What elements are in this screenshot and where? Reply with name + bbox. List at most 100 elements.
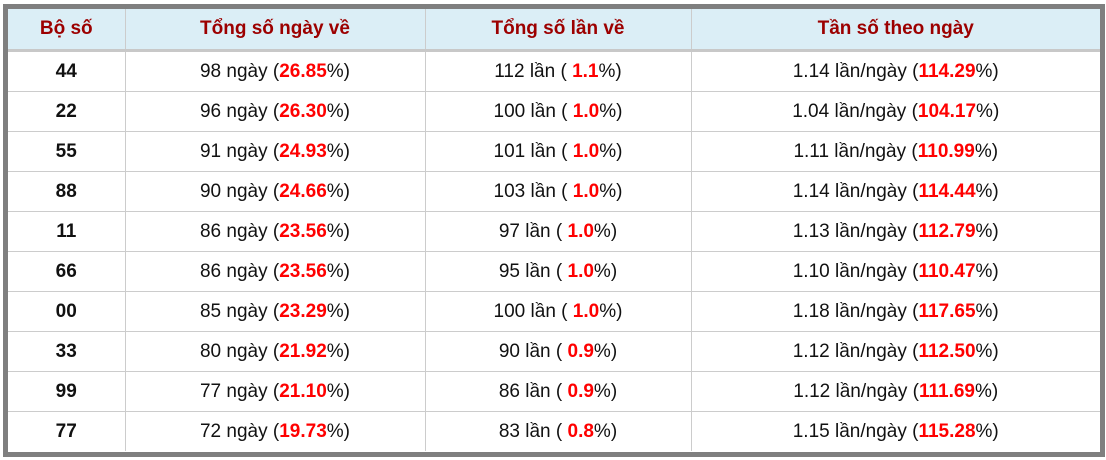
table-row: 00 85 ngày (23.29%) 100 lần ( 1.0%) 1.18 lầ… (8, 291, 1100, 332)
bo-so-cell: 66 (8, 251, 126, 292)
tan-so-percent: 114.29 (918, 60, 976, 82)
lan-count: 100 (493, 100, 526, 122)
tan-so-cell: 1.15 lần/ngày (115.28%) (792, 420, 999, 442)
lan-ve-cell: 95 lần ( 1.0%) (425, 251, 692, 292)
tan-so-value: 1.13 (792, 220, 830, 242)
ngay-ve-cell: 86 ngày (23.56%) (125, 251, 426, 292)
table-row: 55 91 ngày (24.93%) 101 lần ( 1.0%) 1.11 lầ… (8, 131, 1100, 172)
lan-ve-cell: 97 lần ( 1.0%) (425, 211, 692, 252)
lan-percent: 1.0 (567, 220, 594, 242)
lan-ve-cell: 100 lần ( 1.0%) (425, 91, 692, 132)
lan-percent: 1.0 (572, 100, 600, 122)
ngay-ve-cell: 80 ngày (21.92%) (125, 331, 426, 372)
tan-so-value: 1.18 (792, 300, 830, 322)
ngay-count: 98 (199, 60, 222, 82)
lan-percent: 0.9 (567, 340, 594, 362)
lan-ve-cell: 112 lần ( 1.1%) (425, 50, 692, 92)
ngay-percent: 24.66 (279, 180, 327, 202)
ngay-percent: 21.92 (279, 340, 327, 362)
lan-count: 83 (498, 420, 520, 442)
ngay-count: 80 (199, 340, 222, 362)
tan-so-cell: 1.12 lần/ngày (112.50%) (691, 331, 1100, 372)
ngay-count: 96 (199, 100, 222, 122)
ngay-percent: 26.85 (279, 60, 327, 82)
tan-so-cell: 1.10 lần/ngày (110.47%) (691, 251, 1100, 292)
bo-so-cell: 88 (8, 171, 126, 212)
tan-so-percent: 111.69 (918, 380, 975, 402)
bo-so-cell: 33 (8, 331, 126, 372)
ngay-percent: 23.29 (279, 300, 327, 322)
lan-count: 112 (494, 60, 525, 82)
ngay-ve-cell: 86 ngày (23.56%) (125, 211, 426, 252)
tan-so-cell: 1.14 lần/ngày (114.29%) (691, 50, 1100, 92)
tan-so-value: 1.12 (792, 340, 830, 362)
header-tong-so-ngay-ve: Tổng số ngày về (125, 9, 426, 52)
ngay-ve-cell: 77 ngày (21.10%) (125, 371, 426, 412)
tan-so-cell: 1.04 lần/ngày (104.17%) (691, 91, 1100, 132)
lan-count: 97 (498, 220, 520, 242)
tan-so-percent: 117.65 (918, 300, 976, 322)
lan-ve-cell: 101 lần ( 1.0%) (425, 131, 692, 172)
tan-so-value: 1.12 (793, 380, 831, 402)
ngay-ve-cell: 85 ngày (23.29%) (125, 291, 426, 332)
lan-count: 101 (493, 140, 526, 162)
tan-so-cell: 1.14 lần/ngày (114.44%) (691, 171, 1100, 212)
table-row: 66 86 ngày (23.56%) 95 lần ( 1.0%) 1.10 lần… (8, 251, 1100, 292)
table-row: 77 72 ngày (19.73%) 83 lần ( 0.8%) 1.15 lần… (8, 411, 1100, 451)
lan-count: 86 (498, 380, 520, 402)
lan-percent: 1.1 (572, 60, 599, 82)
tan-so-cell: 1.12 lần/ngày (111.69%) (691, 371, 1100, 412)
ngay-ve-cell: 96 ngày (26.30%) (125, 91, 426, 132)
lan-percent: 1.0 (572, 180, 600, 202)
tan-so-percent: 114.44 (918, 180, 976, 202)
ngay-percent: 26.30 (279, 100, 327, 122)
tan-so-percent: 112.50 (918, 340, 976, 362)
ngay-percent: 23.56 (279, 220, 327, 242)
ngay-ve-cell: 98 ngày (26.85%) (125, 50, 426, 92)
bo-so-cell: 11 (8, 211, 126, 252)
table-row: 88 90 ngày (24.66%) 103 lần ( 1.0%) 1.14 lầ… (8, 171, 1100, 212)
header-row: Bộ số Tổng số ngày về Tổng số lần về Tần… (8, 9, 1100, 52)
table-row: 99 77 ngày (21.10%) 86 lần ( 0.9%) 1.12 lần… (8, 371, 1100, 412)
tan-so-percent: 112.79 (918, 220, 976, 242)
lan-percent: 0.8 (567, 420, 594, 442)
lan-count: 90 (498, 340, 520, 362)
lan-ve-cell: 100 lần ( 1.0%) (425, 291, 692, 332)
lan-ve-cell: 103 lần ( 1.0%) (425, 171, 692, 212)
lan-percent: 1.0 (567, 260, 594, 282)
ngay-count: 86 (199, 260, 222, 282)
ngay-count: 77 (199, 380, 222, 402)
ngay-percent: 24.93 (279, 140, 327, 162)
tan-so-value: 1.10 (792, 260, 830, 282)
header-tan-so-theo-ngay: Tần số theo ngày (691, 9, 1100, 52)
tan-so-percent: 104.17 (917, 100, 977, 122)
tan-so-value: 1.11 (793, 140, 830, 162)
lan-percent: 1.0 (572, 140, 600, 162)
ngay-percent: 19.73 (279, 420, 327, 442)
table-row: 11 86 ngày (23.56%) 97 lần ( 1.0%) 1.13 lần… (8, 211, 1100, 252)
ngay-count: 72 (199, 420, 222, 442)
ngay-ve-cell: 90 ngày (24.66%) (125, 171, 426, 212)
bo-so-cell: 99 (8, 371, 126, 412)
lan-count: 95 (498, 260, 520, 282)
ngay-percent: 23.56 (279, 260, 327, 282)
lan-percent: 0.9 (567, 380, 594, 402)
ngay-count: 91 (199, 140, 222, 162)
lan-ve-cell: 83 lần ( 0.8%) (425, 411, 692, 451)
ngay-percent: 21.10 (279, 380, 327, 402)
ngay-count: 85 (199, 300, 222, 322)
tan-so-cell: 1.18 lần/ngày (117.65%) (691, 291, 1100, 332)
tan-so-cell: 1.11 lần/ngày (110.99%) (691, 131, 1100, 172)
ngay-count: 90 (199, 180, 222, 202)
tan-so-value: 1.04 (792, 100, 830, 122)
bo-so-cell: 44 (8, 50, 126, 92)
bo-so-cell: 55 (8, 131, 126, 172)
bo-so-cell: 77 (8, 411, 126, 451)
tan-so-percent: 110.47 (918, 260, 976, 282)
header-bo-so: Bộ số (8, 9, 126, 52)
ngay-ve-cell: 91 ngày (24.93%) (125, 131, 426, 172)
stats-table: Bộ số Tổng số ngày về Tổng số lần về Tần… (8, 9, 1100, 451)
tan-so-cell: 1.13 lần/ngày (112.79%) (691, 211, 1100, 252)
table-row: 33 80 ngày (21.92%) 90 lần ( 0.9%) 1.12 lần… (8, 331, 1100, 372)
tan-so-percent: 115.28 (918, 420, 976, 442)
